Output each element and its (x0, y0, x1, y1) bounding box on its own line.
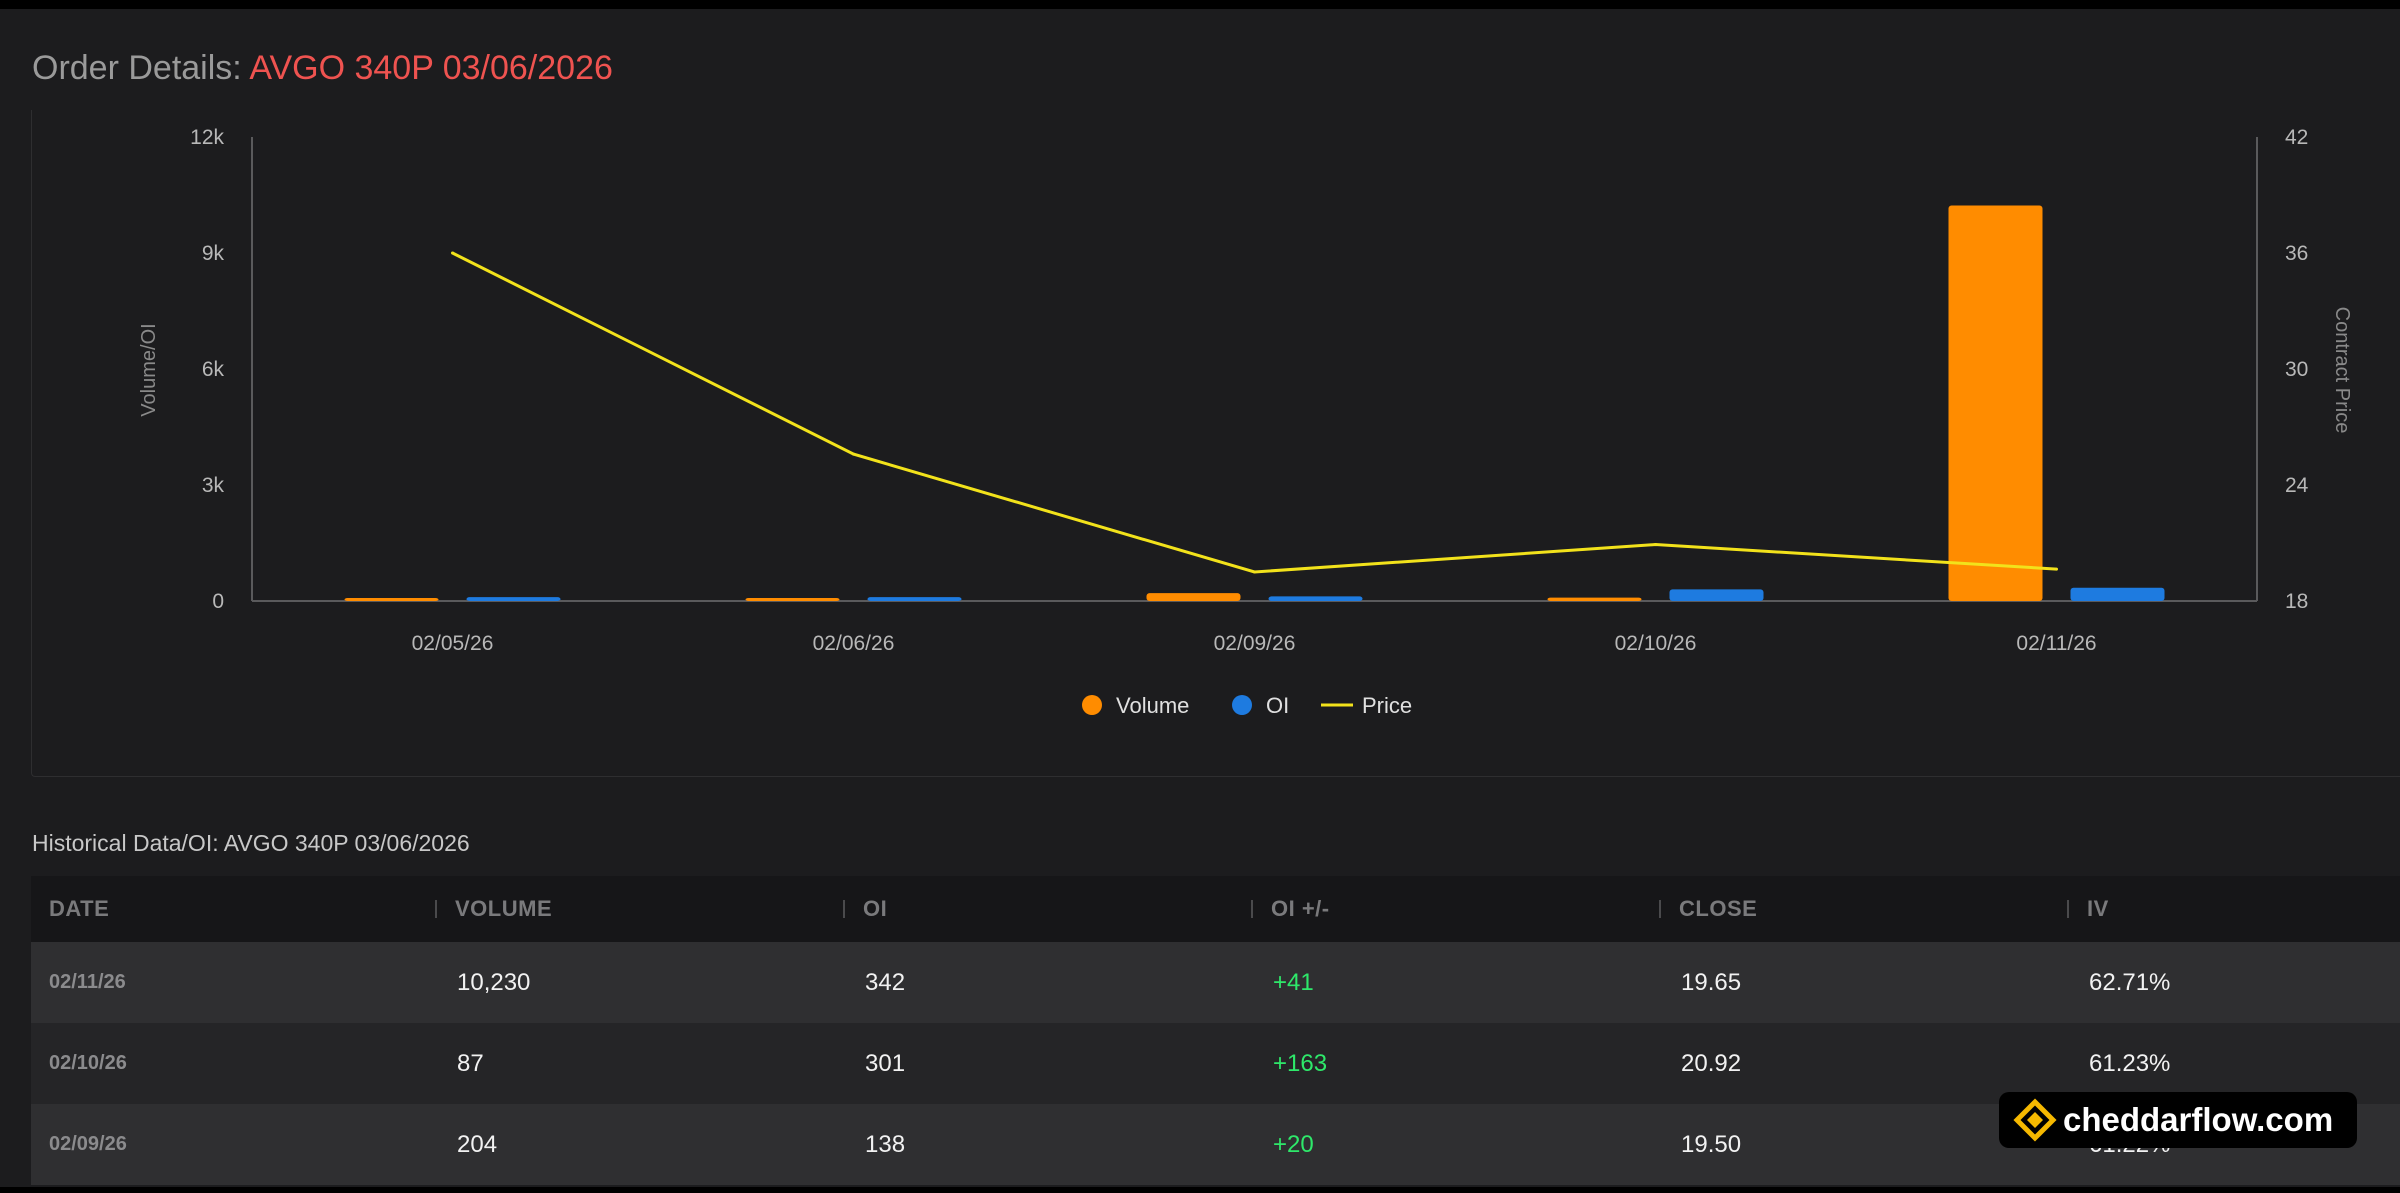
cell-close: 20.92 (1681, 1050, 1742, 1077)
table-row[interactable]: 02/11/26 10,230 342 +41 19.65 62.71% (31, 942, 2400, 1023)
y2-tick-label: 42 (2285, 126, 2308, 149)
oi-bar (1268, 596, 1363, 601)
column-header-iv[interactable]: IV (2067, 876, 2109, 942)
y-tick-label: 12k (190, 126, 224, 149)
y-tick-label: 9k (202, 242, 225, 265)
volume-bar (745, 598, 840, 601)
cell-oi-change: +163 (1273, 1050, 1328, 1077)
volume-bar (344, 598, 439, 601)
cell-date: 02/10/26 (49, 1052, 127, 1074)
oi-bar (867, 597, 962, 601)
price-point (1253, 570, 1256, 574)
cell-date: 02/09/26 (49, 1133, 127, 1155)
cell-close: 19.50 (1681, 1131, 1742, 1158)
volume-bar (1948, 205, 2043, 601)
price-point (852, 452, 855, 456)
y-tick-label: 0 (212, 590, 224, 613)
x-tick-label: 02/06/26 (813, 632, 895, 655)
x-tick-label: 02/11/26 (2016, 632, 2096, 655)
y-axis-title: Volume/OI (138, 323, 160, 416)
legend-volume-label: Volume (1116, 693, 1189, 718)
cell-volume: 10,230 (457, 969, 531, 996)
volume-bar (1146, 593, 1241, 601)
x-tick-label: 02/09/26 (1214, 632, 1296, 655)
cell-oi: 301 (865, 1050, 906, 1077)
y2-tick-label: 24 (2285, 474, 2309, 497)
cell-volume: 204 (457, 1131, 498, 1158)
legend-price-label: Price (1362, 693, 1412, 718)
legend-oi-marker (1232, 695, 1252, 715)
oi-bar (2070, 587, 2165, 601)
price-line (451, 251, 2057, 574)
legend-volume-marker (1082, 695, 1102, 715)
column-header-close[interactable]: CLOSE (1659, 876, 1757, 942)
y2-tick-label: 30 (2285, 358, 2308, 381)
legend-oi-label: OI (1266, 693, 1289, 718)
page-title: Order Details: AVGO 340P 03/06/2026 (32, 49, 613, 88)
title-symbol: AVGO 340P 03/06/2026 (249, 49, 613, 87)
oi-bar (466, 597, 561, 601)
cell-volume: 87 (457, 1050, 484, 1077)
price-point (1654, 543, 1657, 547)
historical-table: DATE VOLUME OI OI +/- CLOSE IV 02/11/26 … (31, 876, 2400, 1185)
column-header-oi-change[interactable]: OI +/- (1251, 876, 1330, 942)
volume-oi-price-chart: 0 3k 6k 9k 12k 18 24 30 36 42 Volume/OI Contract Pr… (138, 126, 2353, 718)
chart-container (31, 110, 2400, 777)
cell-date: 02/11/26 (49, 971, 126, 993)
cheddarflow-logo-icon (2013, 1098, 2057, 1142)
watermark-text: cheddarflow.com (2063, 1101, 2334, 1138)
cell-oi: 342 (865, 969, 906, 996)
oi-bar (1669, 589, 1764, 601)
historical-data-label: Historical Data/OI: AVGO 340P 03/06/2026 (32, 830, 470, 856)
cell-close: 19.65 (1681, 969, 1742, 996)
cell-oi-change: +20 (1273, 1131, 1314, 1158)
y-tick-label: 6k (202, 358, 225, 381)
column-header-oi[interactable]: OI (843, 876, 887, 942)
title-label: Order Details: (32, 49, 242, 87)
column-header-date[interactable]: DATE (49, 896, 110, 921)
x-tick-label: 02/10/26 (1615, 632, 1697, 655)
y2-axis-title: Contract Price (2331, 307, 2353, 434)
cell-iv: 62.71% (2089, 969, 2171, 996)
cell-iv: 61.23% (2089, 1050, 2171, 1077)
price-point (2055, 567, 2058, 571)
cell-oi: 138 (865, 1131, 906, 1158)
table-row[interactable]: 02/10/26 87 301 +163 20.92 61.23% (31, 1023, 2400, 1104)
x-tick-label: 02/05/26 (412, 632, 494, 655)
volume-bar (1547, 597, 1642, 601)
price-point (451, 251, 454, 255)
cell-oi-change: +41 (1273, 969, 1314, 996)
column-header-volume[interactable]: VOLUME (435, 876, 552, 942)
y2-tick-label: 36 (2285, 242, 2308, 265)
cheddarflow-watermark: cheddarflow.com (1999, 1092, 2357, 1148)
y-tick-label: 3k (202, 474, 225, 497)
table-header: DATE VOLUME OI OI +/- CLOSE IV (31, 876, 2400, 942)
y2-tick-label: 18 (2285, 590, 2308, 613)
